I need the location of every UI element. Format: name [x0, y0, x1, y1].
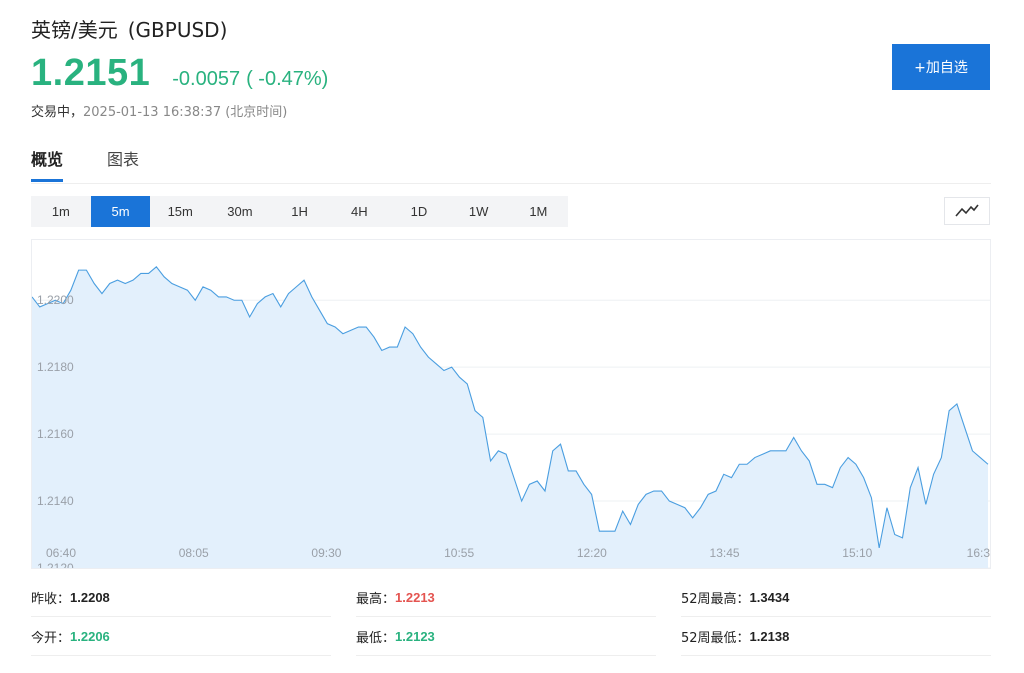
- stat-52w-low: 52周最低： 1.2138: [681, 617, 991, 656]
- period-1d[interactable]: 1D: [410, 204, 428, 219]
- period-1w[interactable]: 1W: [468, 204, 489, 219]
- stat-label: 最低：: [356, 630, 396, 646]
- x-tick-label: 12:20: [577, 546, 607, 560]
- instrument-name: 英镑/美元: [31, 18, 118, 42]
- price-chart: 1.2200 1.2180 1.2160 1.2140 1.2120 06:40 08:05…: [31, 239, 991, 569]
- add-watchlist-button[interactable]: +加自选: [892, 44, 990, 90]
- y-tick-label: 1.2140: [37, 494, 74, 508]
- line-chart-icon: [955, 204, 979, 217]
- y-tick-label: 1.2120: [37, 561, 74, 568]
- price-change: -0.0057( -0.47%): [172, 68, 328, 91]
- period-selector: 1m 5m 15m 30m 1H 4H 1D 1W 1M: [31, 196, 569, 227]
- stat-label: 最高：: [356, 591, 396, 607]
- period-15m[interactable]: 15m: [167, 204, 193, 219]
- trading-status: 交易中，2025-01-13 16:38:37 (北京时间): [31, 101, 287, 120]
- x-tick-label: 10:55: [444, 546, 474, 560]
- chart-type-toggle[interactable]: [944, 197, 990, 225]
- stats-row: 昨收： 1.2208 最高： 1.2213 52周最高： 1.3434: [31, 578, 991, 617]
- status-text: 交易中，: [31, 105, 84, 120]
- instrument-title: 英镑/美元 (GBPUSD): [31, 14, 227, 43]
- period-4h[interactable]: 4H: [350, 204, 368, 219]
- x-tick-label: 15:10: [842, 546, 872, 560]
- x-tick-label: 16:3: [967, 546, 990, 560]
- stat-prev-close: 昨收： 1.2208: [31, 578, 331, 617]
- price-line: [32, 265, 989, 549]
- price-row: 1.2151 -0.0057( -0.47%): [31, 52, 328, 95]
- y-tick-label: 1.2200: [37, 293, 74, 307]
- stat-value: 1.3434: [749, 589, 790, 605]
- instrument-code: (GBPUSD): [127, 18, 228, 42]
- x-tick-label: 08:05: [179, 546, 209, 560]
- x-tick-label: 06:40: [46, 546, 76, 560]
- stat-high: 最高： 1.2213: [356, 578, 656, 617]
- x-tick-label: 09:30: [311, 546, 341, 560]
- stat-value: 1.2206: [70, 628, 110, 644]
- tab-bar: 概览 图表: [31, 146, 183, 182]
- stat-open: 今开： 1.2206: [31, 617, 331, 656]
- x-tick-label: 13:45: [710, 546, 740, 560]
- period-1h[interactable]: 1H: [291, 204, 308, 219]
- period-1mo[interactable]: 1M: [529, 204, 548, 219]
- tab-divider: [31, 183, 991, 184]
- stats-row: 今开： 1.2206 最低： 1.2123 52周最低： 1.2138: [31, 617, 991, 656]
- stat-52w-high: 52周最高： 1.3434: [681, 578, 991, 617]
- tab-chart[interactable]: 图表: [107, 150, 140, 169]
- stat-low: 最低： 1.2123: [356, 617, 656, 656]
- stat-value: 1.2123: [395, 628, 435, 644]
- tab-overview[interactable]: 概览: [31, 146, 64, 182]
- change-percent: ( -0.47%): [246, 68, 329, 90]
- period-30m[interactable]: 30m: [227, 204, 253, 219]
- stat-label: 昨收：: [31, 591, 71, 607]
- stat-value: 1.2138: [749, 628, 790, 644]
- stat-value: 1.2208: [70, 589, 110, 605]
- change-value: -0.0057: [172, 68, 241, 90]
- stat-label: 52周最低：: [681, 630, 750, 646]
- stat-label: 52周最高：: [681, 591, 750, 607]
- last-price: 1.2151: [31, 52, 151, 94]
- timestamp: 2025-01-13 16:38:37 (北京时间): [83, 105, 288, 120]
- stat-label: 今开：: [31, 630, 71, 646]
- period-5m[interactable]: 5m: [90, 196, 151, 227]
- y-tick-label: 1.2160: [37, 427, 74, 441]
- price-area: [32, 266, 988, 568]
- y-tick-label: 1.2180: [37, 360, 74, 374]
- stats-panel: 昨收： 1.2208 最高： 1.2213 52周最高： 1.3434 今开： …: [31, 578, 991, 656]
- stat-value: 1.2213: [395, 589, 435, 605]
- period-1m[interactable]: 1m: [51, 204, 70, 219]
